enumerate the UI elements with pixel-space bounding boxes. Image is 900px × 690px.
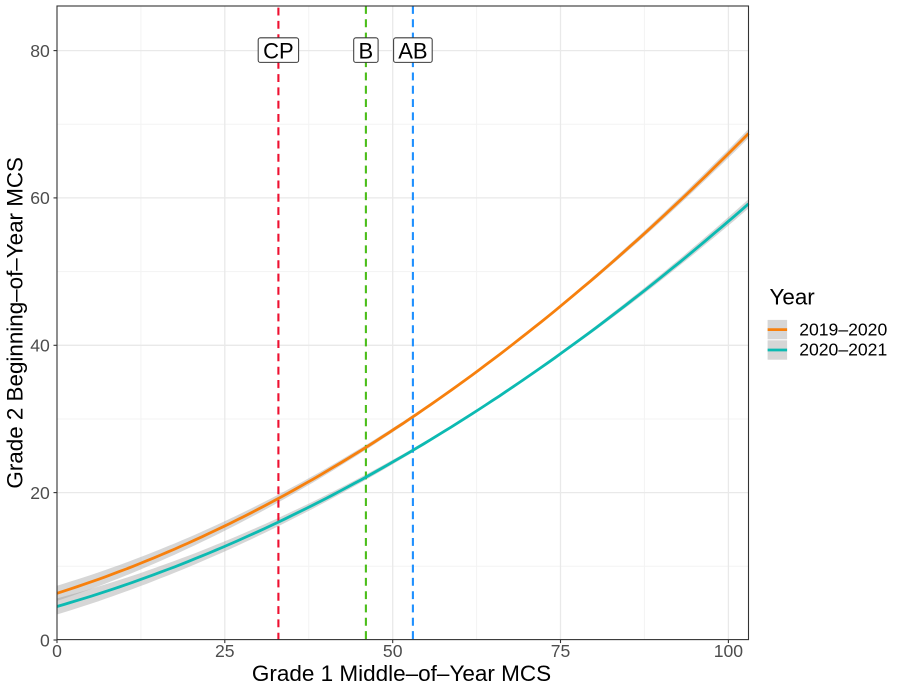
svg-text:0: 0 [40,630,50,650]
svg-text:25: 25 [215,641,235,661]
svg-text:50: 50 [383,641,403,661]
svg-text:2020–2021: 2020–2021 [799,340,887,360]
svg-text:0: 0 [52,641,62,661]
svg-text:Grade 1 Middle–of–Year MCS: Grade 1 Middle–of–Year MCS [252,661,551,686]
svg-text:40: 40 [30,336,50,356]
svg-text:B: B [359,39,374,64]
svg-text:100: 100 [714,641,744,661]
svg-text:75: 75 [551,641,571,661]
svg-text:Year: Year [770,285,816,310]
svg-text:CP: CP [263,39,294,64]
svg-text:2019–2020: 2019–2020 [799,319,887,339]
svg-text:60: 60 [30,188,50,208]
svg-text:20: 20 [30,483,50,503]
svg-text:Grade 2 Beginning–of–Year MCS: Grade 2 Beginning–of–Year MCS [2,157,27,489]
svg-text:AB: AB [398,39,427,64]
svg-text:80: 80 [30,41,50,61]
